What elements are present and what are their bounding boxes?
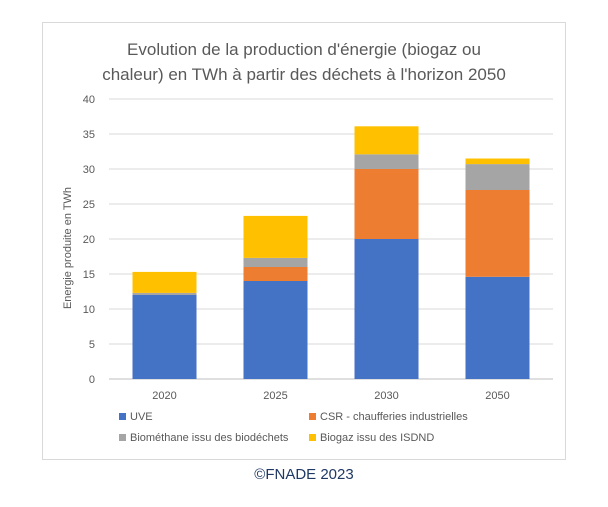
bars: [132, 126, 530, 379]
copyright-notice: ©FNADE 2023: [254, 466, 354, 483]
legend-swatch: [119, 413, 126, 420]
bar-segment: [243, 281, 308, 379]
bar-segment: [132, 292, 197, 295]
bar-segment: [465, 190, 530, 277]
legend-label: CSR - chaufferies industrielles: [320, 411, 468, 423]
y-tick-label: 10: [83, 304, 95, 316]
x-tick-label: 2050: [485, 390, 509, 402]
bar-segment: [465, 276, 530, 379]
bar-segment: [354, 154, 419, 169]
bar-segment: [354, 239, 419, 379]
x-tick-label: 2020: [152, 390, 176, 402]
legend-label: Biogaz issu des ISDND: [320, 432, 434, 444]
legend-label: UVE: [130, 411, 153, 423]
bar-segment: [465, 164, 530, 190]
y-axis-label: Energie produite en TWh: [62, 187, 74, 309]
bar-segment: [243, 215, 308, 258]
bar-segment: [243, 257, 308, 267]
bar-segment: [243, 267, 308, 281]
legend-swatch: [309, 434, 316, 441]
y-tick-label: 40: [83, 94, 95, 106]
chart-title-line-2: chaleur) en TWh à partir des déchets à l…: [102, 65, 506, 84]
chart-frame: Evolution de la production d'énergie (bi…: [42, 22, 566, 460]
bar-segment: [354, 126, 419, 155]
x-tick-label: 2030: [374, 390, 398, 402]
x-tick-label: 2025: [263, 390, 287, 402]
bar-segment: [465, 158, 530, 165]
legend-label: Biométhane issu des biodéchets: [130, 432, 289, 444]
legend: UVE CSR - chaufferies industrielles Biomét…: [119, 411, 468, 444]
y-tick-label: 15: [83, 269, 95, 281]
legend-swatch: [119, 434, 126, 441]
y-tick-label: 30: [83, 164, 95, 176]
bar-segment: [354, 169, 419, 239]
chart-title: Evolution de la production d'énergie (bi…: [43, 37, 565, 87]
y-tick-label: 35: [83, 129, 95, 141]
y-tick-label: 0: [89, 374, 95, 386]
chart-title-line-1: Evolution de la production d'énergie (bi…: [127, 40, 481, 59]
y-tick-label: 20: [83, 234, 95, 246]
y-tick-label: 25: [83, 199, 95, 211]
legend-swatch: [309, 413, 316, 420]
bar-segment: [132, 271, 197, 293]
y-tick-label: 5: [89, 339, 95, 351]
bar-segment: [132, 295, 197, 379]
